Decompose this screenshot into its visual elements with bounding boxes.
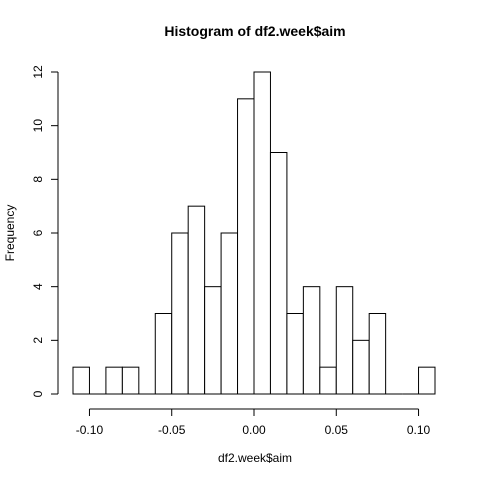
histogram-bar [302, 286, 321, 395]
histogram-bar [72, 366, 90, 395]
histogram-bar [335, 286, 354, 395]
y-axis-label: Frequency [3, 205, 17, 262]
x-tick-label: -0.10 [76, 423, 104, 437]
y-tick-label: 10 [31, 119, 45, 133]
chart-title: Histogram of df2.week$aim [164, 23, 345, 39]
x-axis-label: df2.week$aim [218, 451, 292, 465]
y-tick-label: 6 [31, 229, 45, 236]
histogram-bar [319, 366, 337, 395]
histogram-bar [368, 313, 387, 395]
histogram-bar [105, 366, 123, 395]
histogram-bar [269, 152, 288, 395]
y-tick-label: 8 [31, 176, 45, 183]
histogram-bar [418, 366, 436, 395]
x-tick-label: 0.00 [242, 423, 266, 437]
histogram-bar [286, 313, 304, 395]
histogram-bar [204, 286, 222, 395]
bars-group [72, 71, 436, 395]
y-tick-label: 0 [31, 390, 45, 397]
histogram-bar [171, 232, 189, 395]
y-tick-label: 4 [31, 283, 45, 290]
y-tick-label: 2 [31, 337, 45, 344]
histogram-bar [220, 232, 239, 395]
y-tick-label: 12 [31, 65, 45, 79]
histogram-bar [187, 205, 206, 395]
y-axis: 0 2 4 6 8 10 12 [31, 65, 59, 397]
histogram-bar [237, 98, 255, 395]
x-tick-label: 0.10 [407, 423, 431, 437]
x-tick-label: -0.05 [158, 423, 186, 437]
histogram-bar [154, 313, 173, 395]
x-tick-label: 0.05 [325, 423, 349, 437]
histogram-bar [121, 366, 140, 395]
x-axis: -0.10 -0.05 0.00 0.05 0.10 [76, 408, 431, 437]
histogram-bar [253, 71, 271, 395]
histogram-bar [352, 339, 370, 395]
